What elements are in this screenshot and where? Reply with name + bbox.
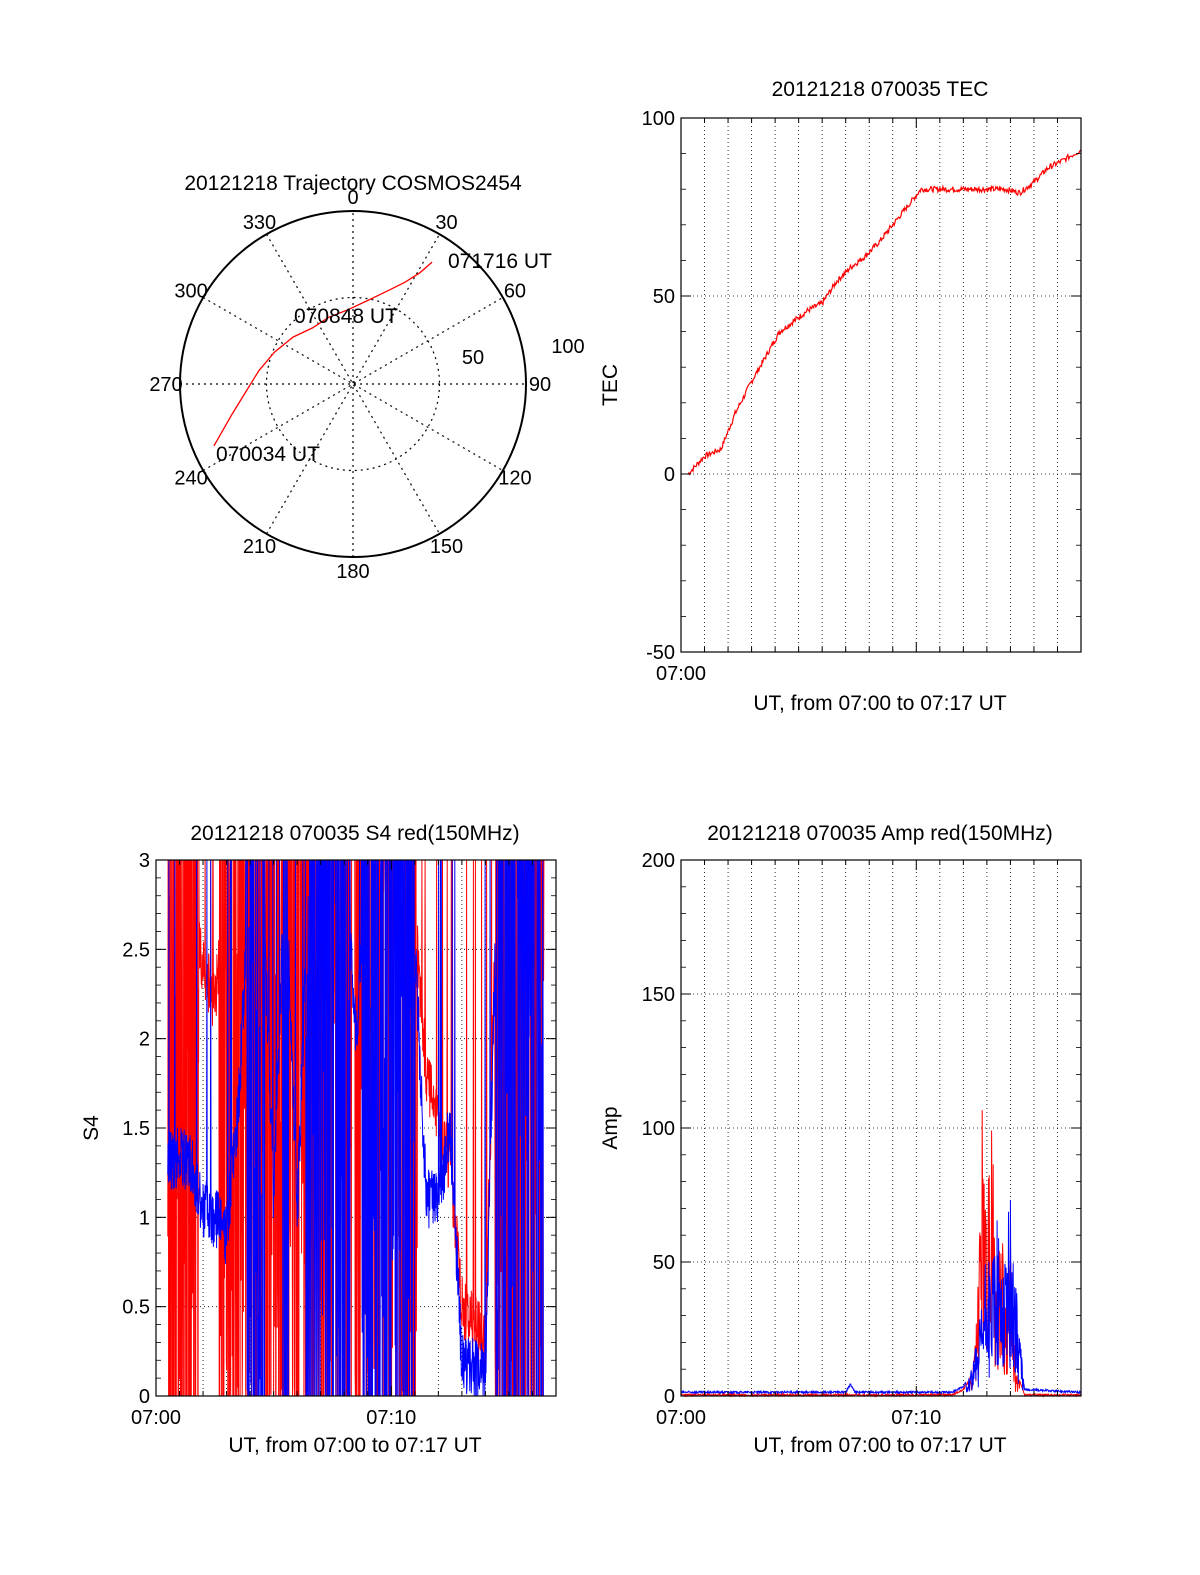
tec-y-ticks: 100 50 0 -50 xyxy=(642,108,1081,664)
polar-spoke-150 xyxy=(265,233,441,535)
tec-title: 20121218 070035 TEC xyxy=(772,78,989,101)
tec-x-label: UT, from 07:00 to 07:17 UT xyxy=(753,692,1006,715)
amp-grid xyxy=(681,860,1081,1396)
tec-series-line xyxy=(687,149,1082,476)
amp-series-blue xyxy=(680,1199,1081,1396)
amp-x-ticks: 07:00 07:10 xyxy=(656,860,1082,1429)
polar-title: 20121218 Trajectory COSMOS2454 xyxy=(184,172,522,195)
s4-plot: 20121218 070035 S4 red(150MHz) 3 2.5 2 1.5 1… xyxy=(80,822,557,1457)
amp-xtick-label: 07:10 xyxy=(891,1407,941,1429)
amp-ytick-label: 150 xyxy=(642,984,675,1006)
s4-xtick-label: 07:00 xyxy=(131,1407,181,1429)
amp-x-label: UT, from 07:00 to 07:17 UT xyxy=(753,1434,1006,1457)
s4-xtick-label: 07:10 xyxy=(366,1407,416,1429)
amp-ytick-label: 0 xyxy=(664,1386,675,1408)
polar-angle-labels: 0 30 60 90 120 150 180 210 240 270 300 330 xyxy=(149,187,551,583)
s4-ytick-label: 1 xyxy=(139,1207,150,1229)
s4-ytick-label: 2.5 xyxy=(122,939,150,961)
amp-xtick-label: 07:00 xyxy=(656,1407,706,1429)
polar-plot: 20121218 Trajectory COSMOS2454 0 30 60 90 12… xyxy=(149,172,584,583)
polar-grid xyxy=(180,211,526,557)
s4-ytick-label: 0 xyxy=(139,1386,150,1408)
polar-angle-label: 120 xyxy=(498,468,531,490)
amp-plot: 20121218 070035 Amp red(150MHz) 200 150 10… xyxy=(599,822,1082,1457)
polar-spoke-30 xyxy=(265,233,441,535)
s4-ytick-label: 3 xyxy=(139,850,150,872)
polar-angle-label: 90 xyxy=(529,374,551,396)
polar-angle-label: 210 xyxy=(243,536,276,558)
polar-angle-label: 300 xyxy=(174,281,207,303)
polar-angle-label: 60 xyxy=(504,281,526,303)
s4-y-ticks: 3 2.5 2 1.5 1 0.5 0 xyxy=(122,850,556,1408)
polar-angle-label: 150 xyxy=(430,536,463,558)
polar-annotation-mid: 070848 UT xyxy=(294,305,398,328)
tec-series xyxy=(687,149,1082,476)
amp-ytick-label: 50 xyxy=(653,1252,675,1274)
amp-title: 20121218 070035 Amp red(150MHz) xyxy=(707,822,1053,845)
s4-series-red xyxy=(167,859,545,1397)
polar-trajectory xyxy=(213,261,433,447)
amp-y-ticks: 200 150 100 50 0 xyxy=(642,850,1081,1408)
polar-angle-label: 0 xyxy=(347,187,358,209)
amp-ytick-label: 200 xyxy=(642,850,675,872)
polar-spoke-60 xyxy=(202,296,504,472)
s4-ytick-label: 0.5 xyxy=(122,1297,150,1319)
s4-series-blue xyxy=(167,859,544,1397)
polar-annotation-start: 070034 UT xyxy=(216,443,320,466)
s4-title: 20121218 070035 S4 red(150MHz) xyxy=(190,822,519,845)
tec-ytick-label: 100 xyxy=(642,108,675,130)
s4-ytick-label: 1.5 xyxy=(122,1118,150,1140)
s4-y-label: S4 xyxy=(80,1115,103,1141)
tec-y-label: TEC xyxy=(599,364,622,406)
polar-radius-label-100: 100 xyxy=(551,336,584,358)
tec-xtick-label: 07:00 xyxy=(656,663,706,685)
polar-angle-label: 270 xyxy=(149,374,182,396)
tec-ytick-label: 0 xyxy=(664,464,675,486)
polar-angle-label: 30 xyxy=(435,212,457,234)
polar-outer-circle xyxy=(179,210,527,558)
polar-angle-label: 330 xyxy=(243,212,276,234)
tec-ytick-label: 50 xyxy=(653,286,675,308)
polar-radius-label-50: 50 xyxy=(462,347,484,369)
tec-x-ticks: 07:00 xyxy=(656,118,1082,685)
amp-series xyxy=(680,1110,1081,1398)
amp-y-label: Amp xyxy=(599,1106,622,1149)
s4-x-ticks: 07:00 07:10 xyxy=(131,860,557,1429)
tec-plot: 20121218 070035 TEC 100 50 0 -50 07:00 UT, … xyxy=(599,78,1082,715)
s4-ytick-label: 2 xyxy=(139,1029,150,1051)
polar-angle-label: 240 xyxy=(174,468,207,490)
amp-ytick-label: 100 xyxy=(642,1118,675,1140)
tec-ytick-label: -50 xyxy=(646,642,675,664)
s4-x-label: UT, from 07:00 to 07:17 UT xyxy=(228,1434,481,1457)
tec-grid xyxy=(681,118,1081,652)
polar-spoke-120 xyxy=(202,296,504,472)
polar-annotation-end: 071716 UT xyxy=(448,250,552,273)
s4-series xyxy=(167,859,545,1397)
polar-angle-label: 180 xyxy=(336,561,369,583)
tec-axes-frame xyxy=(680,117,1082,653)
